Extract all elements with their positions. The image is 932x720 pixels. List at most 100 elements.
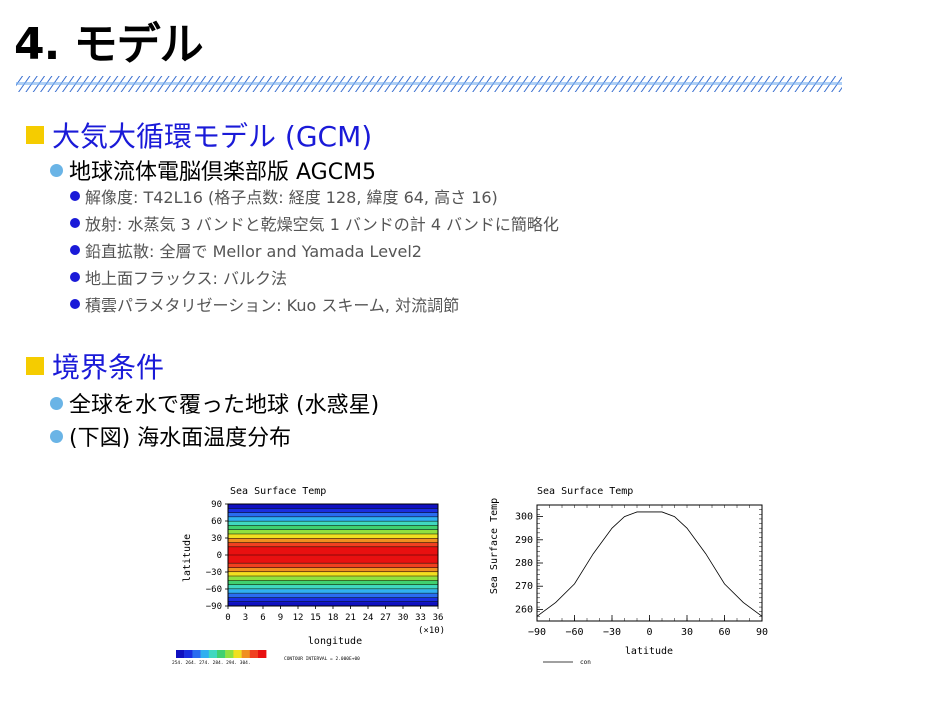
list-item: (下図) 海水面温度分布 xyxy=(50,420,291,452)
colorbar-swatch xyxy=(233,650,242,658)
list-item: 地上面フラックス: バルク法 xyxy=(70,265,287,289)
dot-bullet xyxy=(70,299,80,309)
y-tick-label: 270 xyxy=(515,581,533,592)
map-ytick-label: 60 xyxy=(211,517,222,527)
colorbar-swatch xyxy=(249,650,259,658)
x-tick-label: 0 xyxy=(646,627,652,638)
list-item: 積雲パラメタリゼーション: Kuo スキーム, 対流調節 xyxy=(70,292,459,316)
round-bullet xyxy=(50,163,63,177)
map-band xyxy=(228,576,438,581)
round-bullet xyxy=(50,429,63,443)
map-xscale: (×10) xyxy=(418,626,445,636)
map-ytick-label: 30 xyxy=(211,534,222,544)
colorbar-swatch xyxy=(208,650,218,658)
square-bullet xyxy=(26,126,44,144)
map-xtick-label: 15 xyxy=(310,613,321,623)
map-ytick-label: 90 xyxy=(211,500,222,510)
section-heading-boundary: 境界条件 xyxy=(26,346,164,386)
item-text: 解像度: T42L16 (格子点数: 経度 128, 緯度 64, 高さ 16) xyxy=(85,188,498,207)
map-ytick-label: −60 xyxy=(206,585,222,595)
square-bullet xyxy=(26,357,44,375)
colorbar-labels: 254. 264. 274. 284. 294. 304. xyxy=(172,660,251,666)
item-text: 地上面フラックス: バルク法 xyxy=(85,269,287,288)
colorbar-swatch xyxy=(176,650,185,658)
list-item: 解像度: T42L16 (格子点数: 経度 128, 緯度 64, 高さ 16) xyxy=(70,184,498,208)
list-item: 放射: 水蒸気 3 バンドと乾燥空気 1 バンドの計 4 バンドに簡略化 xyxy=(70,211,559,235)
y-tick-label: 300 xyxy=(515,512,533,523)
map-band xyxy=(228,538,438,544)
map-xtick-label: 18 xyxy=(328,613,339,623)
map-xtick-label: 27 xyxy=(380,613,391,623)
sst-map-figure: Sea Surface Temp latitude 9060300−30−60−… xyxy=(172,486,445,666)
map-band xyxy=(228,516,438,522)
map-band xyxy=(228,571,438,577)
chart-xlabel: latitude xyxy=(625,646,673,657)
map-band xyxy=(228,512,438,518)
map-band xyxy=(228,567,438,573)
y-tick-label: 260 xyxy=(515,604,533,615)
colorbar-swatch xyxy=(241,650,250,658)
sst-line-chart: Sea Surface Temp Sea Surface Temp latitu… xyxy=(489,486,768,666)
map-band xyxy=(228,580,438,586)
item-text: 放射: 水蒸気 3 バンドと乾燥空気 1 バンドの計 4 バンドに簡略化 xyxy=(85,215,559,234)
dot-bullet xyxy=(70,245,80,255)
list-item: 地球流体電脳倶楽部版 AGCM5 xyxy=(50,154,376,186)
map-ytick-label: 0 xyxy=(217,551,222,561)
legend-label: con xyxy=(580,659,591,666)
map-xtick-label: 36 xyxy=(433,613,444,623)
colorbar xyxy=(176,650,267,658)
map-xtick-label: 9 xyxy=(278,613,283,623)
item-text: 積雲パラメタリゼーション: Kuo スキーム, 対流調節 xyxy=(85,296,460,315)
map-band xyxy=(228,593,438,598)
map-band xyxy=(228,601,438,607)
item-text: (下図) 海水面温度分布 xyxy=(69,426,292,451)
section-heading-gcm: 大気大循環モデル (GCM) xyxy=(26,115,372,155)
x-tick-label: 90 xyxy=(756,627,768,638)
map-band xyxy=(228,597,438,603)
x-tick-label: −60 xyxy=(565,627,583,638)
round-bullet xyxy=(50,396,63,410)
map-xtick-label: 3 xyxy=(243,613,248,623)
item-text: 全球を水で覆った地球 (水惑星) xyxy=(69,393,380,418)
map-band xyxy=(228,533,438,539)
map-band xyxy=(228,521,438,526)
y-tick-label: 290 xyxy=(515,535,533,546)
map-xtick-label: 21 xyxy=(345,613,356,623)
dot-bullet xyxy=(70,218,80,228)
map-ytick-label: −90 xyxy=(206,602,222,612)
map-xtick-label: 33 xyxy=(415,613,426,623)
map-xtick-label: 0 xyxy=(225,613,230,623)
map-band xyxy=(228,525,438,531)
colorbar-swatch xyxy=(258,650,267,658)
map-xlabel: longitude xyxy=(308,636,362,647)
list-item: 全球を水で覆った地球 (水惑星) xyxy=(50,387,379,419)
chart-title: Sea Surface Temp xyxy=(537,486,633,497)
map-xtick-label: 30 xyxy=(398,613,409,623)
map-band xyxy=(228,508,438,514)
dot-bullet xyxy=(70,272,80,282)
map-band xyxy=(228,563,438,568)
contour-note: CONTOUR INTERVAL = 2.000E+00 xyxy=(284,656,360,662)
list-item: 鉛直拡散: 全層で Mellor and Yamada Level2 xyxy=(70,238,422,262)
map-yticks: 90 60 30 0 −30 −60 −90 xyxy=(206,500,228,612)
map-bands xyxy=(228,504,438,607)
map-band xyxy=(228,529,438,535)
map-xtick-label: 24 xyxy=(363,613,374,623)
map-ytick-label: −30 xyxy=(206,568,222,578)
dot-bullet xyxy=(70,191,80,201)
colorbar-swatch xyxy=(217,650,226,658)
colorbar-swatch xyxy=(192,650,201,658)
map-band xyxy=(228,542,438,548)
x-tick-label: 60 xyxy=(718,627,730,638)
item-text: 地球流体電脳倶楽部版 AGCM5 xyxy=(69,160,377,185)
map-xticks: 0 3 6 9 12 15 18 21 24 27 30 33 36 xyxy=(225,606,443,623)
plot-frame xyxy=(536,504,763,622)
x-tick-label: −30 xyxy=(603,627,621,638)
map-title: Sea Surface Temp xyxy=(230,486,326,497)
colorbar-swatch xyxy=(225,650,234,658)
map-band xyxy=(228,588,438,594)
map-band xyxy=(228,504,438,509)
chart-ylabel: Sea Surface Temp xyxy=(489,498,500,594)
colorbar-swatch xyxy=(184,650,193,658)
map-ylabel: latitude xyxy=(182,534,193,582)
